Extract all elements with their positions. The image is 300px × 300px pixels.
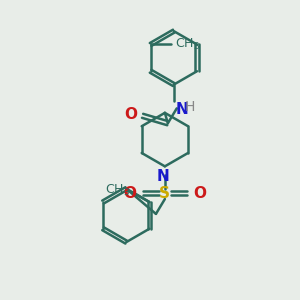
Text: CH$_3$: CH$_3$ bbox=[175, 37, 200, 52]
Text: N: N bbox=[157, 169, 170, 184]
Text: O: O bbox=[193, 186, 206, 201]
Text: O: O bbox=[124, 186, 136, 201]
Text: N: N bbox=[175, 102, 188, 117]
Text: O: O bbox=[124, 107, 137, 122]
Text: S: S bbox=[159, 186, 170, 201]
Text: H: H bbox=[185, 100, 195, 115]
Text: CH$_3$: CH$_3$ bbox=[105, 183, 130, 198]
